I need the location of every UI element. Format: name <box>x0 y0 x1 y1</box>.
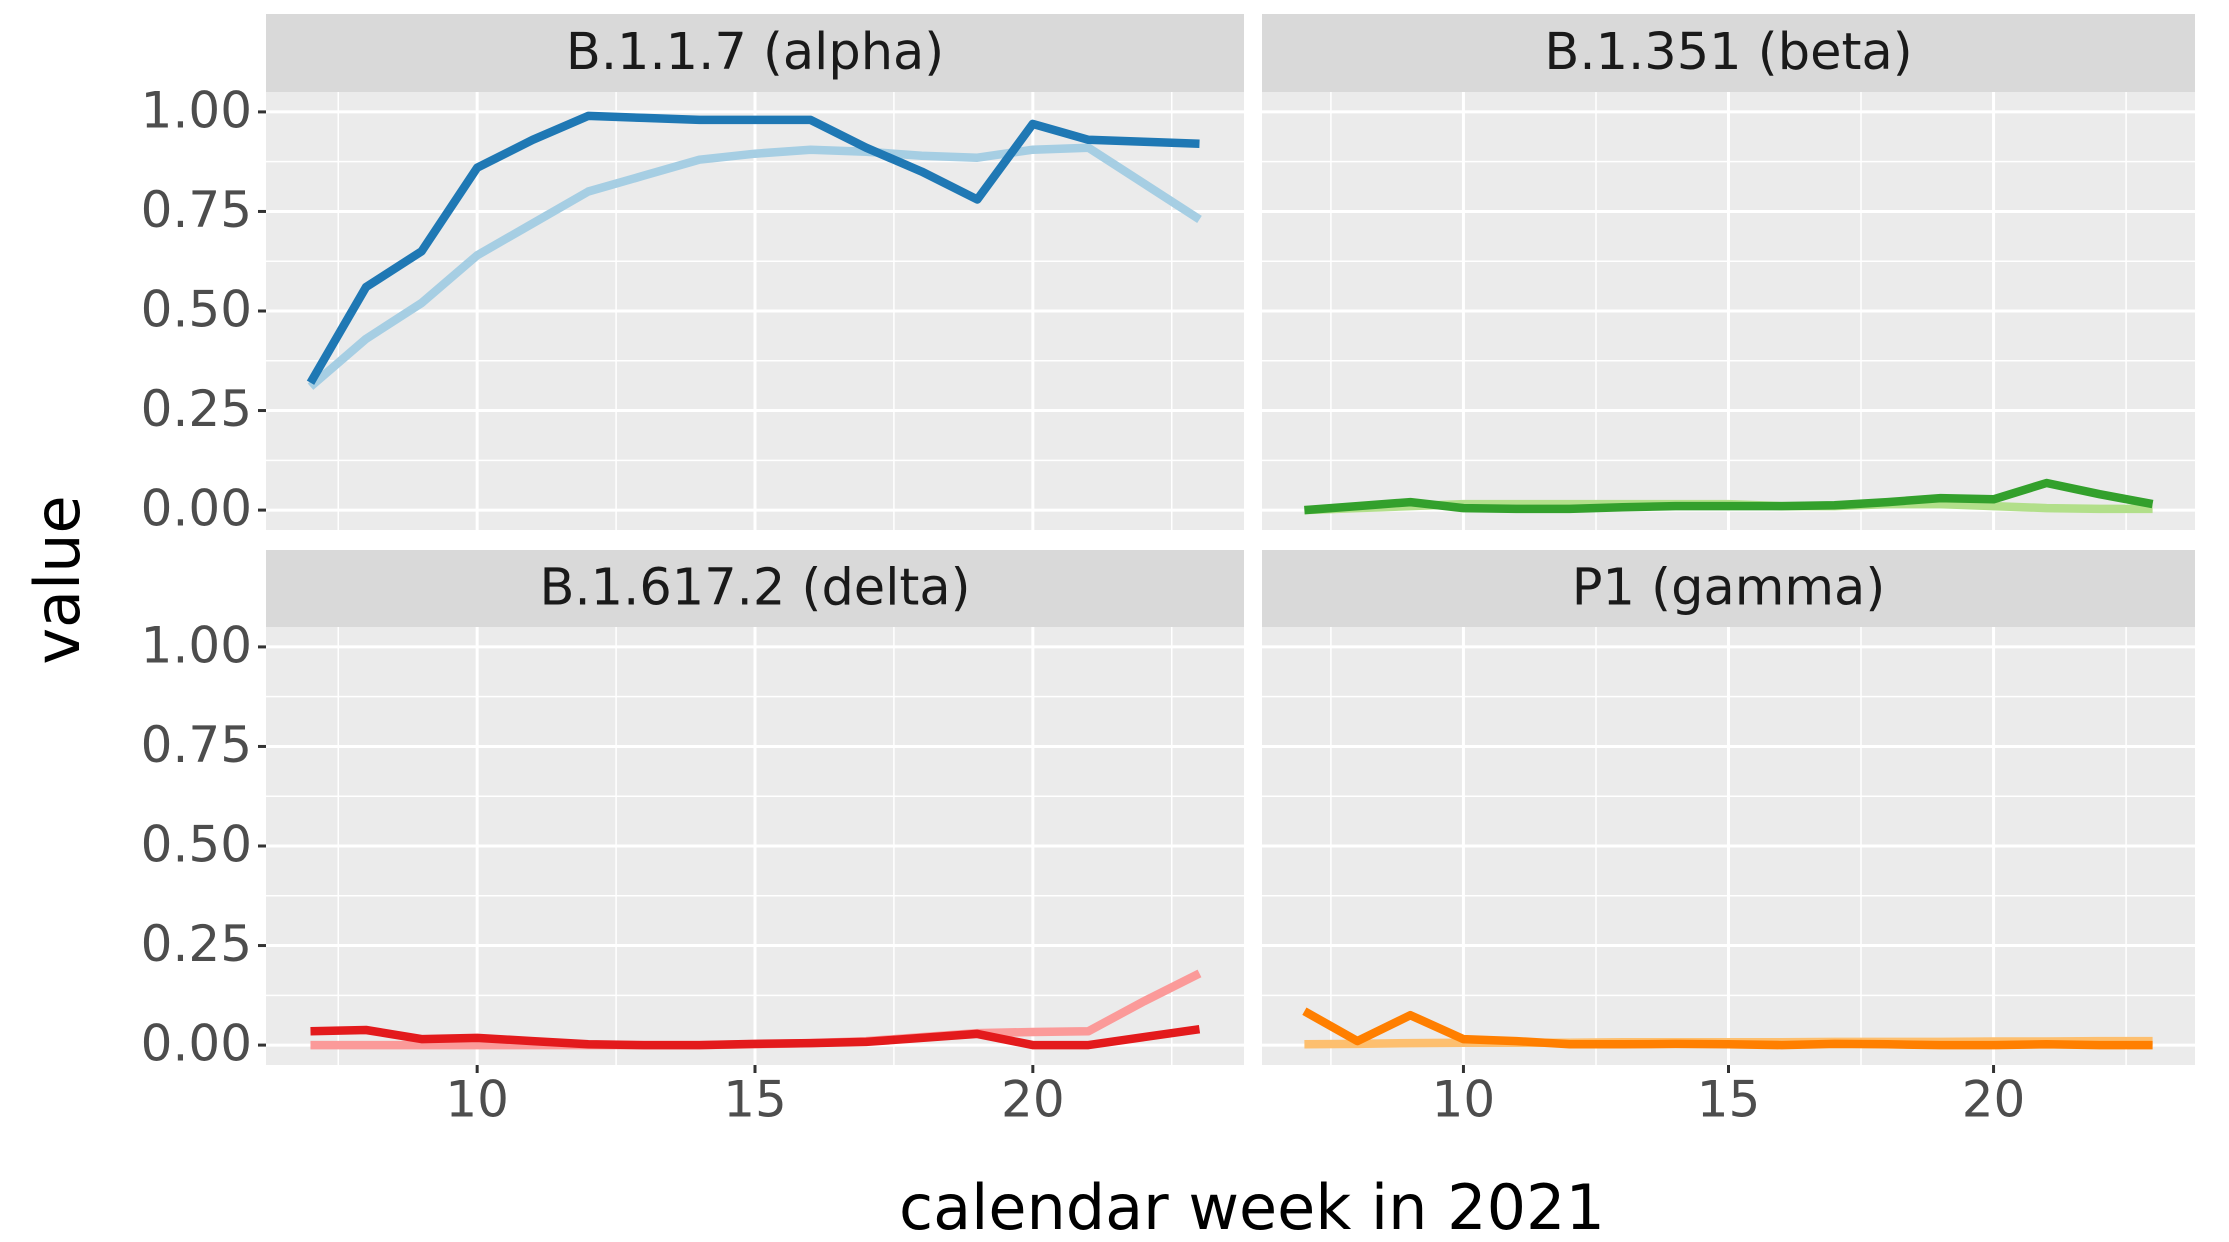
series-line <box>307 143 1202 390</box>
x-tick-label: 15 <box>1697 1071 1761 1129</box>
y-tick-label: 0.25 <box>141 380 252 438</box>
y-axis-title: value <box>21 495 94 664</box>
x-tick-label: 15 <box>723 1071 787 1129</box>
panel-title: B.1.351 (beta) <box>1544 23 1912 82</box>
y-tick-label: 0.50 <box>141 816 252 874</box>
x-axis-title: calendar week in 2021 <box>899 1171 1605 1242</box>
x-tick-label: 10 <box>445 1071 509 1129</box>
y-tick-label: 0.75 <box>141 716 252 774</box>
y-tick-label: 0.25 <box>141 915 252 973</box>
y-tick-label: 1.00 <box>141 616 252 674</box>
panel-title: P1 (gamma) <box>1572 559 1885 618</box>
y-tick-label: 0.00 <box>141 480 252 538</box>
y-tick-label: 0.50 <box>141 281 252 339</box>
y-tick-label: 0.75 <box>141 181 252 239</box>
series-line <box>1302 1007 2153 1050</box>
x-tick-label: 10 <box>1432 1071 1496 1129</box>
x-tick-label: 20 <box>1962 1071 2026 1129</box>
strip-background <box>266 550 1244 627</box>
y-tick-label: 1.00 <box>141 81 252 139</box>
y-tick-label: 0.00 <box>141 1015 252 1073</box>
series-line <box>310 1024 1201 1050</box>
x-tick-label: 20 <box>1001 1071 1065 1129</box>
series-line <box>306 111 1200 385</box>
panel-title: B.1.617.2 (delta) <box>539 559 970 618</box>
panel-title: B.1.1.7 (alpha) <box>566 23 944 82</box>
strip-background <box>1262 550 2195 627</box>
strip-background <box>266 14 1244 92</box>
strip-background <box>1262 14 2195 92</box>
series-line <box>1304 478 2154 515</box>
